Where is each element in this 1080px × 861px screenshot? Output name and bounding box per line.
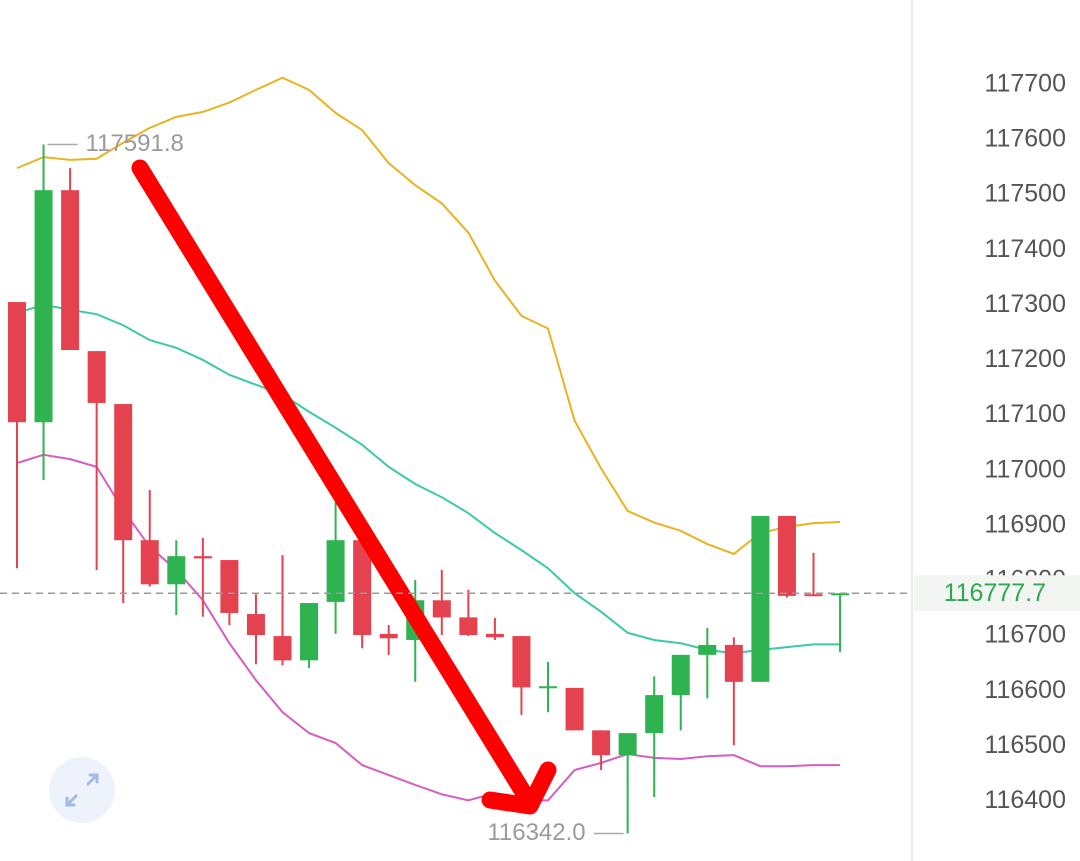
candle-body: [167, 556, 186, 585]
candle-body: [831, 593, 850, 596]
candle-body: [140, 540, 159, 585]
y-tick-label: 117200: [984, 345, 1066, 373]
last-price-box: [914, 575, 1080, 612]
y-tick-label: 117600: [984, 125, 1066, 153]
y-tick-label: 116900: [984, 510, 1066, 538]
high-label: 117591.8: [86, 130, 184, 157]
candle-body: [432, 600, 451, 618]
band-line: [16, 303, 841, 655]
candle-body: [34, 190, 53, 423]
candle-body: [246, 614, 265, 636]
expand-button[interactable]: [49, 757, 115, 823]
candle-body: [353, 540, 372, 636]
y-tick-label: 116700: [984, 621, 1066, 649]
candle-body: [645, 695, 664, 734]
y-tick-label: 117300: [984, 290, 1066, 318]
candle-body: [671, 654, 690, 696]
candle-body: [618, 733, 637, 756]
candle-body: [777, 515, 796, 596]
candle-body: [512, 636, 531, 688]
y-tick-label: 117500: [984, 180, 1066, 208]
red-arrow: [131, 159, 557, 815]
candle-body: [592, 730, 611, 756]
candle-body: [698, 644, 717, 655]
candle-body: [193, 556, 212, 559]
candle-body: [326, 540, 345, 602]
candle-body: [87, 351, 106, 403]
y-tick-label: 117400: [984, 235, 1066, 263]
candle-body: [220, 560, 239, 613]
candle-body: [565, 687, 584, 731]
candle-body: [273, 636, 292, 661]
candle-body: [61, 190, 80, 351]
low-label: 116342.0: [487, 819, 585, 846]
candle-body: [804, 594, 823, 597]
band-line: [16, 76, 841, 556]
y-tick-label: 117700: [984, 69, 1066, 97]
candle-body: [8, 302, 26, 423]
y-tick-label: 116600: [984, 676, 1066, 704]
candle-body: [459, 617, 478, 636]
y-tick-label: 117000: [984, 455, 1066, 483]
candle-body: [724, 644, 743, 682]
candle-body: [751, 515, 770, 682]
y-tick-label: 116500: [984, 731, 1066, 759]
candle-body: [114, 404, 133, 541]
last-price-label: 116777.7: [944, 579, 1046, 607]
candle-body: [485, 633, 504, 638]
candle-body: [300, 603, 319, 661]
candle-body: [379, 633, 398, 639]
y-tick-label: 117100: [984, 400, 1066, 428]
candle-body: [539, 686, 557, 689]
y-tick-label: 116400: [984, 786, 1066, 814]
